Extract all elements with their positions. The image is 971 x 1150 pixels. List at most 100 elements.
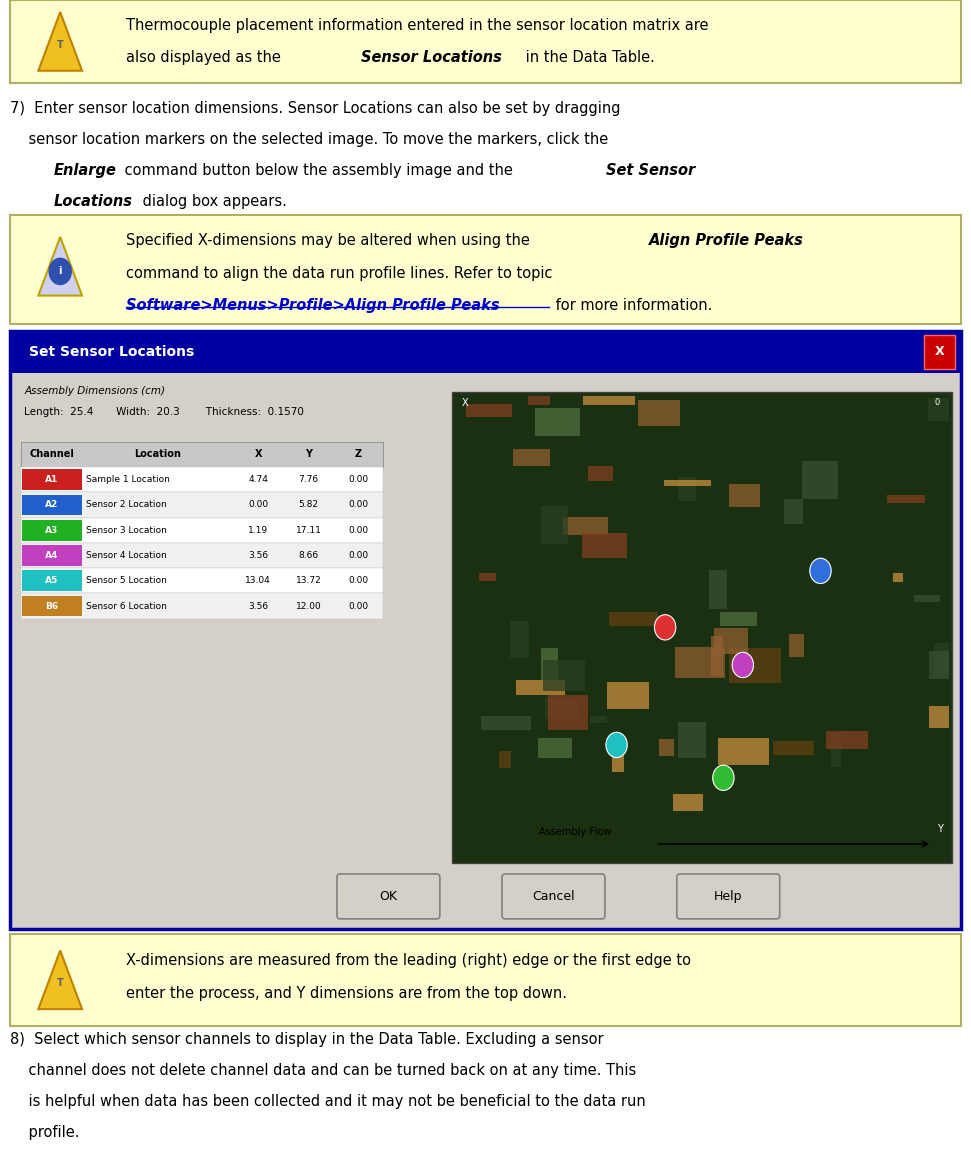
FancyBboxPatch shape [510, 621, 529, 658]
Circle shape [606, 733, 627, 758]
Text: also displayed as the: also displayed as the [126, 49, 285, 66]
FancyBboxPatch shape [802, 461, 838, 499]
Text: Locations: Locations [53, 194, 132, 209]
Text: Thermocouple placement information entered in the sensor location matrix are: Thermocouple placement information enter… [126, 17, 709, 33]
FancyBboxPatch shape [934, 643, 949, 676]
FancyBboxPatch shape [479, 574, 496, 582]
Text: 5.82: 5.82 [299, 500, 318, 509]
FancyBboxPatch shape [10, 331, 961, 373]
Text: Sensor 3 Location: Sensor 3 Location [86, 526, 167, 535]
Circle shape [50, 259, 71, 284]
Text: channel does not delete channel data and can be turned back on at any time. This: channel does not delete channel data and… [10, 1063, 636, 1078]
Text: Length:  25.4       Width:  20.3        Thickness:  0.1570: Length: 25.4 Width: 20.3 Thickness: 0.15… [24, 407, 304, 417]
FancyBboxPatch shape [528, 396, 550, 405]
Text: 13.04: 13.04 [246, 576, 271, 585]
Text: X: X [254, 450, 262, 459]
FancyBboxPatch shape [21, 568, 383, 593]
Text: Specified X-dimensions may be altered when using the: Specified X-dimensions may be altered wh… [126, 233, 535, 248]
FancyBboxPatch shape [10, 331, 961, 929]
Text: Enlarge: Enlarge [53, 163, 117, 178]
FancyBboxPatch shape [582, 532, 627, 558]
FancyBboxPatch shape [609, 612, 658, 627]
Text: 7)  Enter sensor location dimensions. Sensor Locations can also be set by draggi: 7) Enter sensor location dimensions. Sen… [10, 101, 620, 116]
FancyBboxPatch shape [664, 480, 711, 486]
Text: 0.00: 0.00 [249, 500, 268, 509]
Text: dialog box appears.: dialog box appears. [138, 194, 286, 209]
Text: 3.56: 3.56 [249, 551, 268, 560]
Text: A1: A1 [46, 475, 58, 484]
Text: Software>Menus>Profile>Align Profile Peaks: Software>Menus>Profile>Align Profile Pea… [126, 298, 500, 313]
FancyBboxPatch shape [588, 466, 614, 481]
FancyBboxPatch shape [541, 506, 568, 544]
FancyBboxPatch shape [22, 545, 82, 566]
Text: 3.56: 3.56 [249, 601, 268, 611]
Text: Channel: Channel [29, 450, 75, 459]
Text: sensor location markers on the selected image. To move the markers, click the: sensor location markers on the selected … [10, 132, 608, 147]
Text: for more information.: for more information. [551, 298, 712, 313]
FancyBboxPatch shape [516, 680, 565, 696]
FancyBboxPatch shape [502, 874, 605, 919]
Circle shape [713, 765, 734, 790]
FancyBboxPatch shape [928, 398, 949, 421]
FancyBboxPatch shape [10, 934, 961, 1026]
Text: A4: A4 [46, 551, 58, 560]
FancyBboxPatch shape [21, 593, 383, 619]
FancyBboxPatch shape [678, 721, 706, 758]
Text: Sensor 2 Location: Sensor 2 Location [86, 500, 167, 509]
FancyBboxPatch shape [785, 499, 803, 523]
Text: Align Profile Peaks: Align Profile Peaks [649, 233, 804, 248]
Text: 12.00: 12.00 [296, 601, 321, 611]
FancyBboxPatch shape [612, 746, 623, 773]
FancyBboxPatch shape [22, 469, 82, 490]
FancyBboxPatch shape [929, 651, 949, 678]
Text: 0.00: 0.00 [349, 551, 368, 560]
FancyBboxPatch shape [10, 0, 961, 83]
Text: Sensor Locations: Sensor Locations [361, 49, 502, 66]
FancyBboxPatch shape [714, 628, 748, 654]
Text: 0: 0 [934, 398, 940, 407]
Polygon shape [39, 12, 82, 70]
FancyBboxPatch shape [541, 647, 558, 680]
FancyBboxPatch shape [788, 635, 804, 658]
FancyBboxPatch shape [831, 733, 841, 767]
FancyBboxPatch shape [543, 660, 586, 691]
FancyBboxPatch shape [720, 612, 757, 627]
Text: command to align the data run profile lines. Refer to topic: command to align the data run profile li… [126, 266, 552, 281]
Text: A3: A3 [46, 526, 58, 535]
FancyBboxPatch shape [887, 494, 924, 504]
FancyBboxPatch shape [21, 518, 383, 543]
FancyBboxPatch shape [21, 467, 383, 492]
Text: Set Sensor Locations: Set Sensor Locations [29, 345, 194, 359]
FancyBboxPatch shape [22, 520, 82, 540]
FancyBboxPatch shape [22, 596, 82, 616]
Polygon shape [39, 950, 82, 1010]
FancyBboxPatch shape [546, 698, 578, 719]
Text: Y: Y [937, 823, 943, 834]
FancyBboxPatch shape [719, 738, 769, 765]
FancyBboxPatch shape [548, 696, 588, 730]
FancyBboxPatch shape [513, 448, 550, 466]
Text: Location: Location [134, 450, 182, 459]
FancyBboxPatch shape [21, 543, 383, 568]
Text: Sample 1 Location: Sample 1 Location [86, 475, 170, 484]
Text: A5: A5 [46, 576, 58, 585]
FancyBboxPatch shape [535, 408, 580, 436]
Text: Z: Z [354, 450, 362, 459]
Text: enter the process, and Y dimensions are from the top down.: enter the process, and Y dimensions are … [126, 986, 567, 1000]
Text: X: X [935, 345, 945, 359]
FancyBboxPatch shape [924, 335, 955, 369]
FancyBboxPatch shape [709, 570, 726, 610]
FancyBboxPatch shape [638, 399, 680, 426]
Circle shape [732, 652, 753, 677]
Text: Y: Y [305, 450, 313, 459]
Text: is helpful when data has been collected and it may not be beneficial to the data: is helpful when data has been collected … [10, 1094, 646, 1109]
FancyBboxPatch shape [914, 596, 940, 601]
Text: 0.00: 0.00 [349, 500, 368, 509]
Text: A2: A2 [46, 500, 58, 509]
FancyBboxPatch shape [729, 484, 760, 507]
Text: Cancel: Cancel [532, 890, 575, 903]
Text: T: T [57, 40, 63, 49]
FancyBboxPatch shape [499, 751, 511, 768]
Text: 7.76: 7.76 [299, 475, 318, 484]
FancyBboxPatch shape [538, 738, 572, 758]
